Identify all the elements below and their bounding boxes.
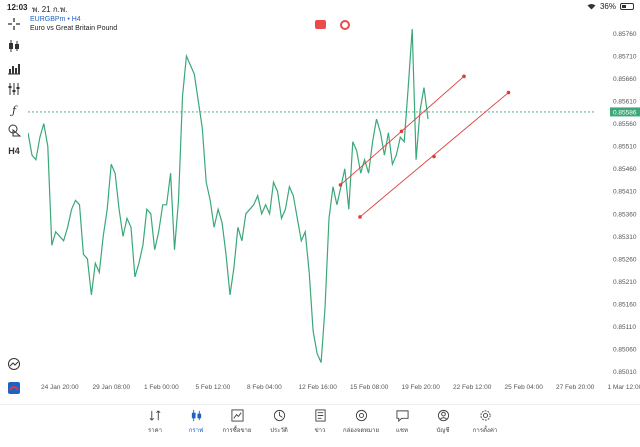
y-tick-label: 0.85310 <box>613 234 637 241</box>
y-tick-label: 0.85160 <box>613 301 637 308</box>
status-time: 12:03 <box>7 3 28 12</box>
y-tick-label: 0.85510 <box>613 144 637 151</box>
nav-item-trade[interactable]: การซื้อขาย <box>217 409 257 435</box>
quotes-icon <box>149 410 160 421</box>
bottom-nav: ราคา กราฟ การซื้อขาย ประวัติ ข่าว กล่องจดหมาย… <box>0 404 640 447</box>
x-tick-label: 1 Feb 00:00 <box>144 384 179 391</box>
x-tick-label: 25 Feb 04:00 <box>505 384 544 391</box>
nav-label: กล่องจดหมาย <box>342 428 380 434</box>
app-logo-icon[interactable] <box>6 380 22 396</box>
trade-icon <box>230 409 244 422</box>
chart-settings-icon[interactable] <box>6 356 22 372</box>
history-icon <box>273 409 285 422</box>
battery-icon <box>620 3 634 10</box>
nav-item-quotes[interactable]: ราคา <box>135 409 175 435</box>
x-tick-label: 19 Feb 20:00 <box>402 384 441 391</box>
x-tick-label: 12 Feb 16:00 <box>299 384 338 391</box>
y-tick-label: 0.85110 <box>613 324 636 331</box>
nav-label: แชท <box>396 428 408 434</box>
wifi-icon <box>587 4 596 10</box>
signal-icon[interactable] <box>340 20 350 30</box>
timeframe-icon[interactable]: H4 <box>8 146 20 156</box>
news-icon <box>314 409 326 422</box>
chat-icon <box>395 410 409 422</box>
trend-line-handle <box>432 154 436 159</box>
price-chart[interactable]: 0.85760 0.85710 0.85660 0.85610 0.85560 0.855… <box>28 14 640 394</box>
function-icon[interactable]: ƒ <box>11 103 17 117</box>
mailbox-icon <box>355 409 367 422</box>
x-tick-label: 1 Mar 12:00 <box>608 384 640 391</box>
symbol-info: EURGBPm • H4 Euro vs Great Britain Pound <box>30 15 117 33</box>
nav-label: การซื้อขาย <box>222 428 252 434</box>
y-axis-ticks: 0.85760 0.85710 0.85660 0.85610 0.85560 0.855… <box>613 31 637 376</box>
y-tick-label: 0.85760 <box>613 31 637 38</box>
y-tick-label: 0.85660 <box>613 76 637 83</box>
y-tick-label: 0.85410 <box>613 189 637 196</box>
candlestick-icon[interactable] <box>6 38 22 54</box>
x-tick-label: 27 Feb 20:00 <box>556 384 595 391</box>
trend-line-handle <box>462 74 466 79</box>
nav-label: ข่าว <box>314 428 326 434</box>
nav-item-news[interactable]: ข่าว <box>300 409 340 435</box>
battery-fill <box>622 5 626 8</box>
crosshair-icon[interactable] <box>6 16 22 32</box>
trend-line-handle <box>338 183 343 187</box>
indicator-icon[interactable] <box>6 81 22 97</box>
y-tick-label: 0.85610 <box>613 99 637 106</box>
nav-item-settings[interactable]: การตั้งค่า <box>465 409 505 435</box>
y-tick-label: 0.85560 <box>613 121 637 128</box>
status-date: พ. 21 ก.พ. <box>32 5 68 14</box>
one-click-trading-icon[interactable] <box>315 20 326 29</box>
objects-icon[interactable] <box>6 122 22 138</box>
nav-label: บัญชี <box>436 428 450 434</box>
x-tick-label: 15 Feb 08:00 <box>350 384 389 391</box>
x-tick-label: 24 Jan 20:00 <box>41 384 79 391</box>
nav-label: ประวัติ <box>270 428 288 434</box>
battery-percent: 36% <box>599 2 616 11</box>
current-price-badge: 0.85586 <box>610 107 640 117</box>
y-tick-label: 0.85360 <box>613 211 637 218</box>
y-tick-label: 0.85060 <box>613 346 637 353</box>
trend-line <box>359 92 509 218</box>
account-icon <box>437 409 449 422</box>
trend-line-handle <box>506 90 511 95</box>
nav-label: กราฟ <box>188 428 204 434</box>
settings-icon <box>479 410 491 421</box>
status-right: 36% <box>587 2 634 11</box>
y-tick-label: 0.85460 <box>613 166 637 173</box>
nav-item-account[interactable]: บัญชี <box>423 409 463 435</box>
nav-label: การตั้งค่า <box>472 428 498 434</box>
price-series-line <box>28 28 429 363</box>
current-price-label: 0.85586 <box>613 109 637 116</box>
top-icons <box>315 20 350 30</box>
y-tick-label: 0.85010 <box>613 369 637 376</box>
status-bar: 12:03 พ. 21 ก.พ. 36% <box>0 0 640 14</box>
current-price-badge-bg <box>610 107 640 117</box>
x-tick-label: 5 Feb 12:00 <box>196 384 231 391</box>
y-tick-label: 0.85210 <box>613 279 637 286</box>
x-tick-label: 22 Feb 12:00 <box>453 384 492 391</box>
y-tick-label: 0.85260 <box>613 256 637 263</box>
nav-label: ราคา <box>148 428 162 434</box>
trend-line-handle <box>399 129 404 134</box>
nav-item-chart[interactable]: กราฟ <box>176 409 216 435</box>
nav-item-chat[interactable]: แชท <box>382 409 422 435</box>
y-tick-label: 0.85710 <box>613 54 637 61</box>
x-tick-label: 29 Jan 08:00 <box>93 384 131 391</box>
bar-chart-icon[interactable] <box>6 60 22 76</box>
chart-icon <box>191 409 201 422</box>
trend-lines <box>338 74 511 219</box>
symbol-description: Euro vs Great Britain Pound <box>30 25 118 32</box>
x-tick-label: 8 Feb 04:00 <box>247 384 282 391</box>
left-toolbar: ƒ H4 <box>0 14 28 404</box>
trend-line-handle <box>358 215 362 219</box>
nav-item-history[interactable]: ประวัติ <box>259 409 299 435</box>
symbol-name[interactable]: EURGBPm • H4 <box>30 16 81 23</box>
x-axis-ticks: 24 Jan 20:00 29 Jan 08:00 1 Feb 00:00 5 Feb… <box>41 384 640 391</box>
nav-item-mailbox[interactable]: กล่องจดหมาย <box>341 409 381 435</box>
